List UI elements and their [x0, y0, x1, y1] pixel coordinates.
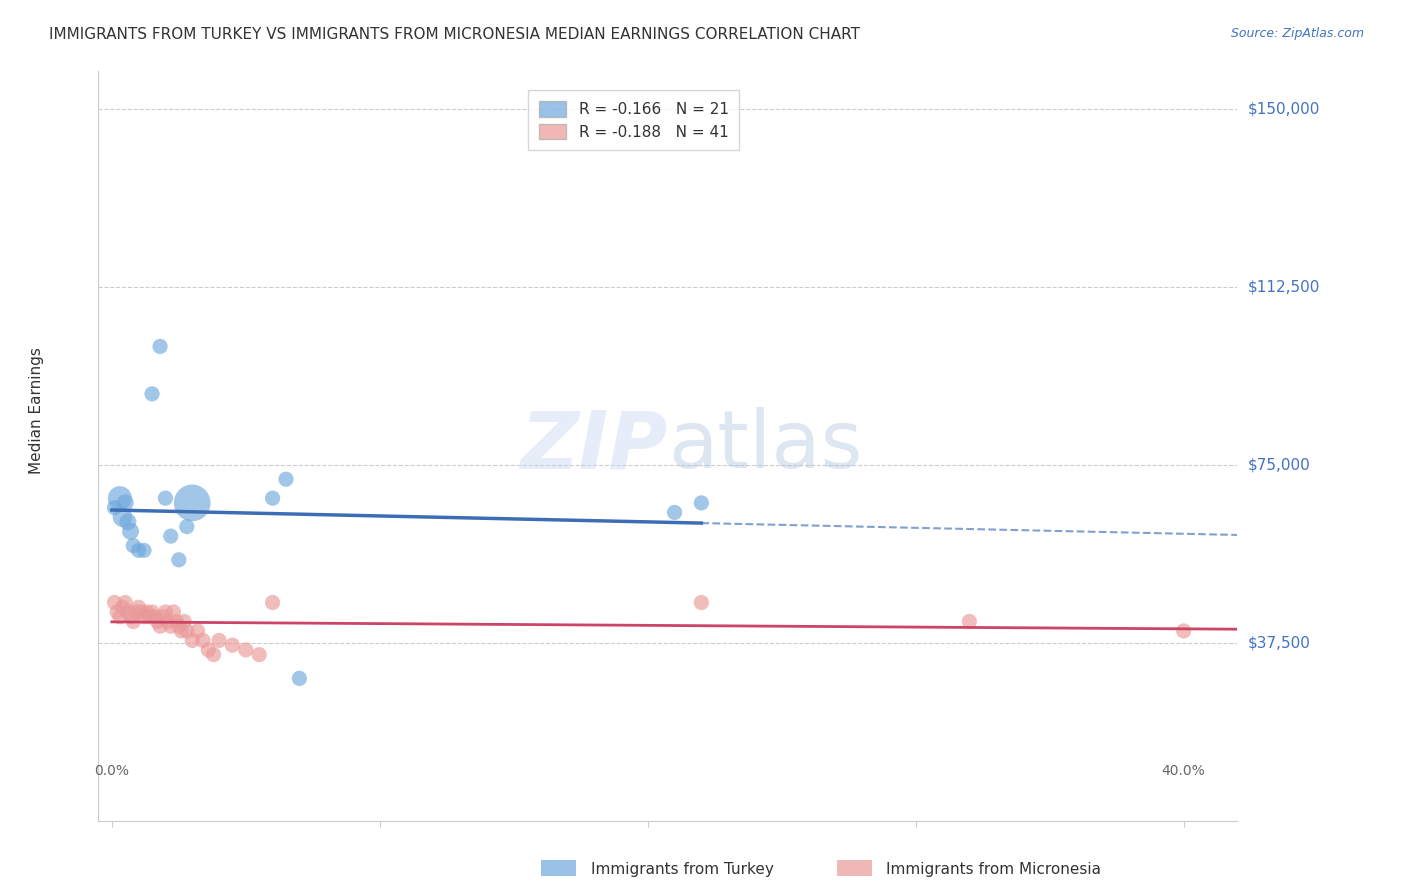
Point	[170, 624, 193, 638]
Point	[132, 609, 155, 624]
Point	[690, 496, 713, 510]
Point	[690, 595, 713, 609]
Point	[141, 605, 163, 619]
Point	[122, 539, 145, 553]
Point	[664, 505, 686, 519]
Point	[117, 515, 139, 529]
Point	[1173, 624, 1195, 638]
Text: ZIP: ZIP	[520, 407, 668, 485]
Point	[129, 605, 152, 619]
Point	[162, 605, 184, 619]
Point	[132, 543, 155, 558]
Point	[105, 605, 128, 619]
Point	[181, 633, 204, 648]
Point	[111, 600, 134, 615]
Point	[108, 609, 131, 624]
Point	[146, 615, 169, 629]
Point	[235, 643, 257, 657]
Text: atlas: atlas	[668, 407, 862, 485]
Text: 40.0%: 40.0%	[1161, 764, 1205, 778]
Point	[103, 500, 125, 515]
Point	[149, 619, 172, 633]
Point	[288, 672, 311, 686]
Text: $112,500: $112,500	[1249, 279, 1320, 294]
Text: $150,000: $150,000	[1249, 102, 1320, 117]
Point	[111, 510, 134, 524]
Point	[247, 648, 270, 662]
Point	[135, 605, 157, 619]
Point	[274, 472, 297, 486]
Text: Source: ZipAtlas.com: Source: ZipAtlas.com	[1230, 27, 1364, 40]
Point	[159, 619, 181, 633]
Point	[103, 595, 125, 609]
Bar	[541, 860, 576, 876]
Text: Median Earnings: Median Earnings	[30, 347, 44, 474]
Point	[176, 624, 198, 638]
Point	[167, 619, 190, 633]
Point	[149, 339, 172, 353]
Point	[262, 491, 284, 505]
Text: Immigrants from Micronesia: Immigrants from Micronesia	[886, 863, 1101, 877]
Point	[221, 638, 243, 652]
Point	[108, 491, 131, 505]
Text: 0.0%: 0.0%	[94, 764, 129, 778]
Point	[197, 643, 219, 657]
Point	[128, 600, 150, 615]
Point	[120, 609, 142, 624]
Point	[187, 624, 209, 638]
Point	[114, 595, 136, 609]
Point	[176, 519, 198, 533]
Point	[181, 496, 204, 510]
Point	[125, 605, 148, 619]
Point	[143, 609, 166, 624]
Point	[157, 615, 180, 629]
Point	[165, 615, 187, 629]
Text: Immigrants from Turkey: Immigrants from Turkey	[591, 863, 773, 877]
Point	[208, 633, 231, 648]
Point	[117, 605, 139, 619]
Legend: R = -0.166   N = 21, R = -0.188   N = 41: R = -0.166 N = 21, R = -0.188 N = 41	[529, 90, 740, 151]
Point	[114, 496, 136, 510]
Text: $37,500: $37,500	[1249, 635, 1310, 650]
Point	[159, 529, 181, 543]
Point	[262, 595, 284, 609]
Point	[138, 609, 160, 624]
Point	[191, 633, 214, 648]
Point	[957, 615, 980, 629]
Text: IMMIGRANTS FROM TURKEY VS IMMIGRANTS FROM MICRONESIA MEDIAN EARNINGS CORRELATION: IMMIGRANTS FROM TURKEY VS IMMIGRANTS FRO…	[49, 27, 860, 42]
Point	[155, 605, 177, 619]
Point	[120, 524, 142, 539]
Point	[128, 543, 150, 558]
Point	[173, 615, 195, 629]
Point	[152, 609, 174, 624]
Point	[141, 387, 163, 401]
Point	[122, 615, 145, 629]
Point	[167, 553, 190, 567]
Bar	[837, 860, 872, 876]
Point	[202, 648, 225, 662]
Text: $75,000: $75,000	[1249, 458, 1310, 473]
Point	[155, 491, 177, 505]
